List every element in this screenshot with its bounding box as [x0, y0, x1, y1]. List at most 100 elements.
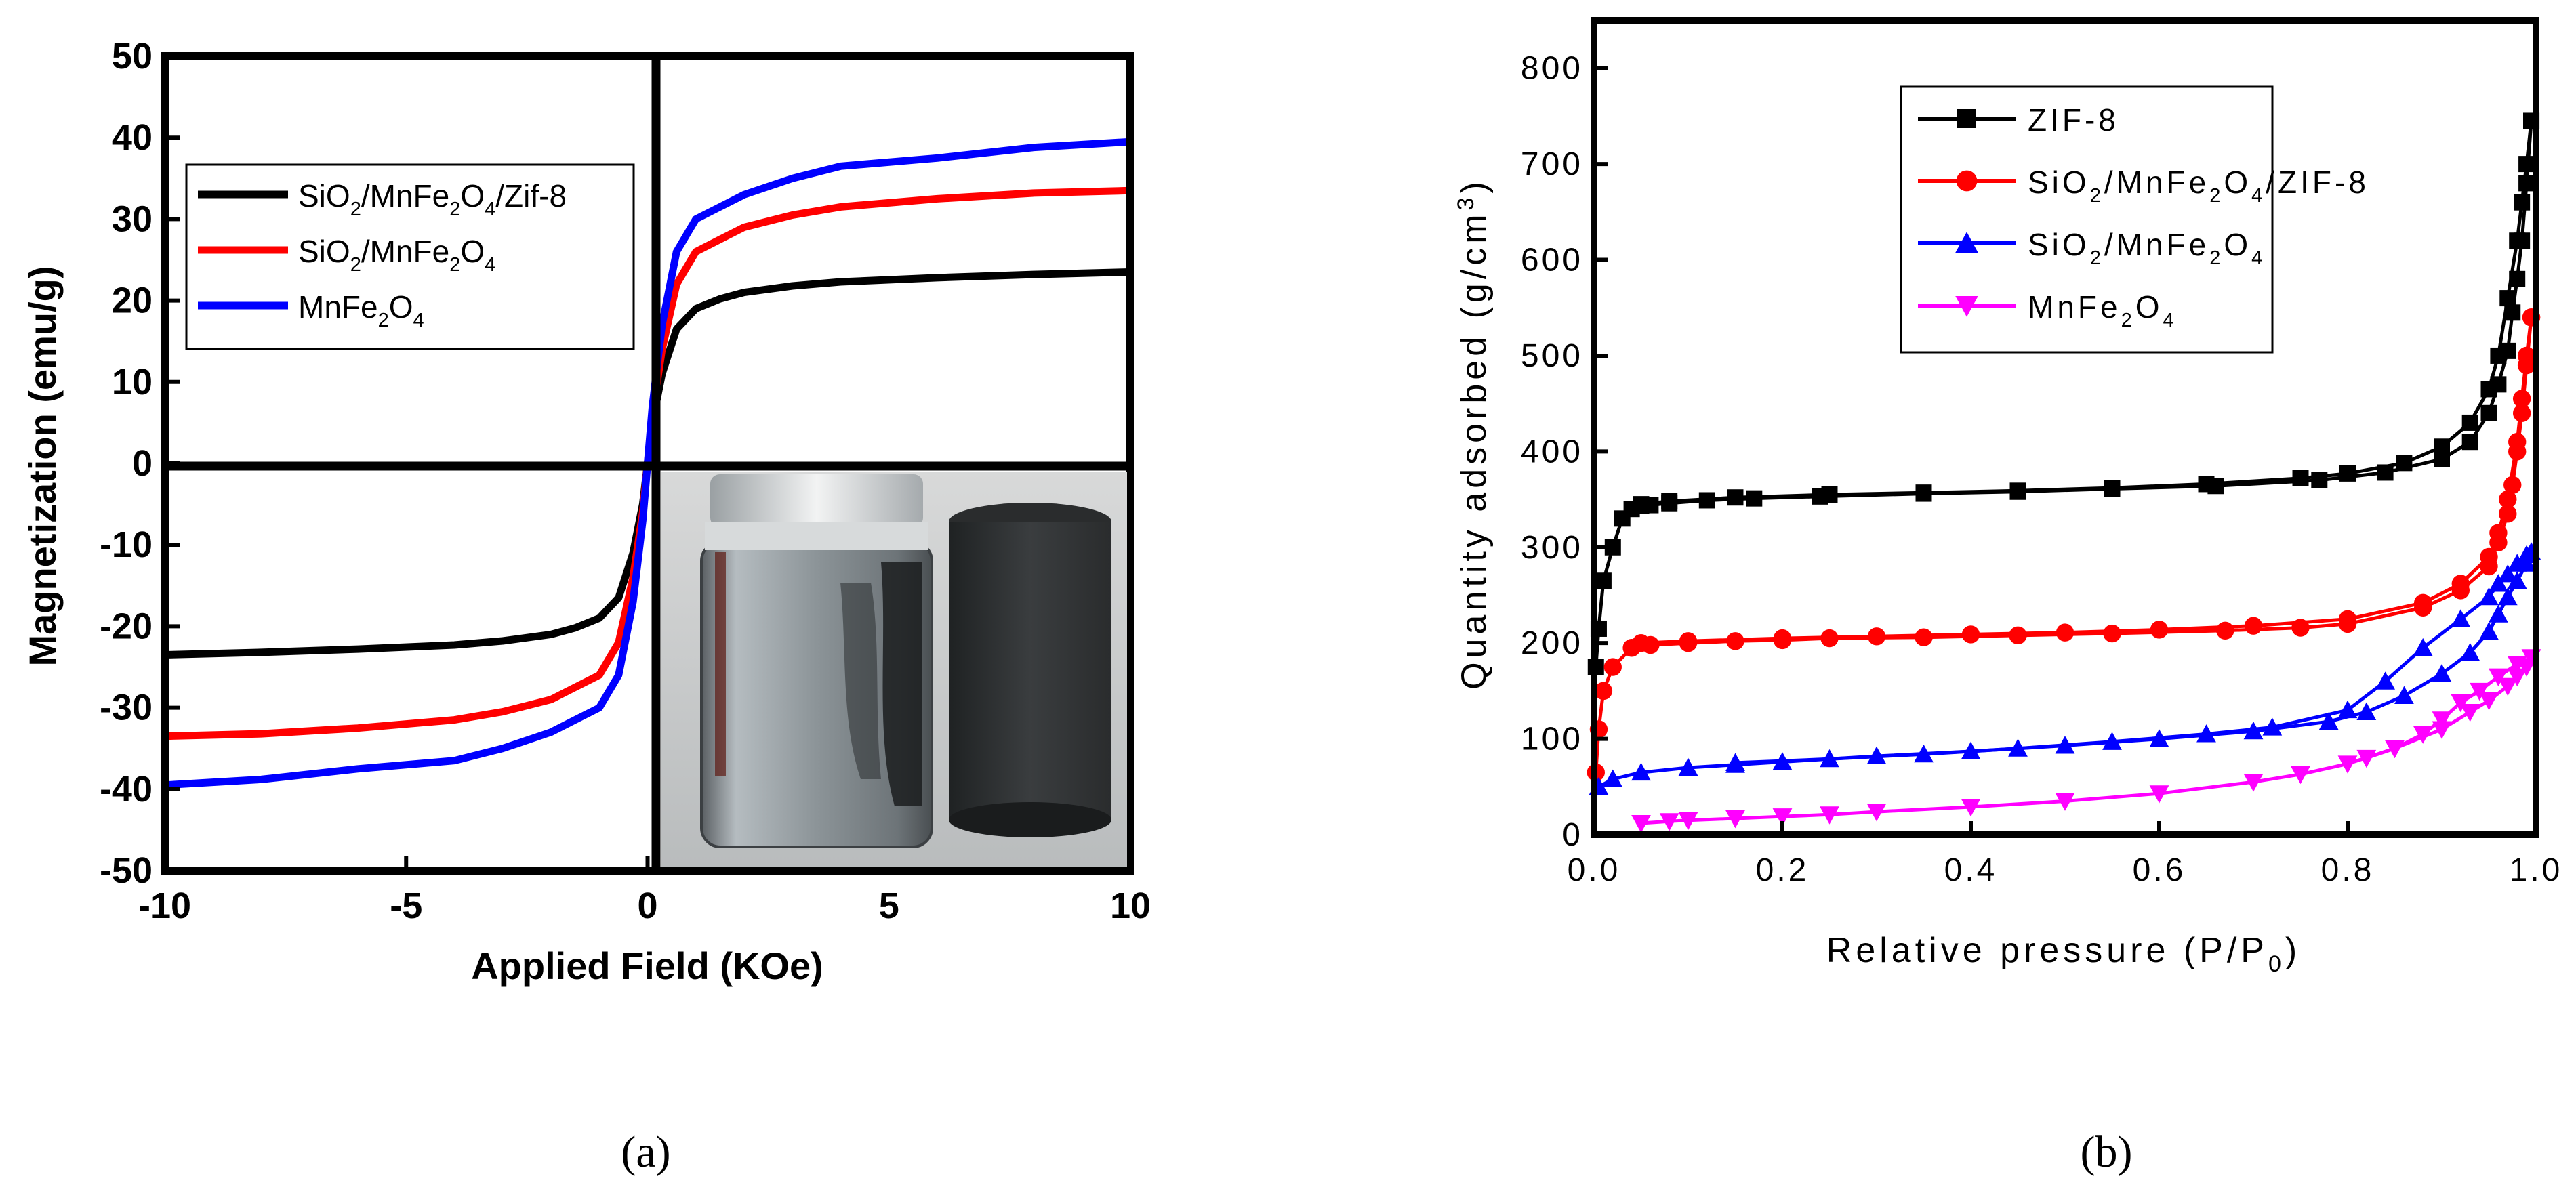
b-ytick-label: 300 [1521, 530, 1583, 566]
b-xtick-label: 0.2 [1756, 852, 1810, 888]
b-series-2-adsorption-point [1603, 769, 1623, 787]
a-ytick-label: 40 [112, 117, 152, 158]
b-legend-label-2-sub1: 2 [2090, 247, 2104, 269]
b-series-1-desorption-point [2338, 610, 2357, 629]
b-series-2-adsorption-point [2394, 686, 2414, 704]
a-ytick-label: 0 [132, 443, 152, 484]
b-legend-label-2: SiO2/MnFe2O4 [2028, 227, 2266, 269]
b-series-2-adsorption-line [1597, 551, 2533, 789]
a-xtick-label: 0 [637, 885, 657, 926]
b-series-2-desorption-point [2337, 700, 2358, 719]
b-series-3-desorption-point [2470, 682, 2489, 701]
b-series-1-desorption-point [2414, 593, 2432, 612]
b-series-3-adsorption-point [2507, 668, 2527, 687]
b-series-3-adsorption-point [1659, 813, 1679, 831]
a-ytick-label: -30 [100, 688, 152, 728]
b-series-2-desorption-point [2516, 545, 2537, 564]
b-ytick-label: 700 [1521, 146, 1583, 182]
b-ytick-label: 100 [1521, 722, 1583, 757]
b-series-2-desorption-point [1725, 753, 1745, 771]
b-series-3-desorption-point [2507, 656, 2527, 674]
b-series-2-adsorption-point [2460, 642, 2480, 661]
b-legend-label-1-sub2: 2 [2209, 185, 2224, 207]
b-series-3-desorption-point [2451, 694, 2471, 713]
a-legend-label-0-tail: /Zif-8 [495, 178, 567, 213]
b-series-1-adsorption-point [2216, 621, 2234, 640]
b-series-2-adsorption-point [2432, 664, 2452, 682]
b-xlabel-tail: ) [2285, 931, 2301, 970]
b-xtick-label: 0.4 [1944, 852, 1998, 888]
b-series-0-adsorption-point [1595, 572, 1612, 589]
b-series-0-desorption-point [2396, 455, 2413, 472]
b-series-3-adsorption-point [2497, 677, 2518, 696]
b-series-3-adsorption-point [2337, 755, 2358, 774]
b-series-1-desorption-point [1773, 629, 1792, 648]
jar-reflection [715, 552, 726, 776]
a-legend-label-0-mid1: /MnFe [361, 178, 449, 213]
b-series-2-adsorption-point [2479, 621, 2499, 640]
b-xtick-label: 0.6 [2133, 852, 2186, 888]
a-xtick-label: 5 [879, 885, 899, 926]
b-legend-swatch-marker-3 [1955, 296, 1978, 317]
b-tick-layer: 0.0 0.2 0.4 0.6 0.8 1.0 0 100 200 300 400 500 600 700… [1521, 51, 2560, 888]
a-xtick-label: -10 [138, 885, 191, 926]
b-legend-swatch-marker-2 [1955, 232, 1978, 253]
b-legend-label-2-mid1: /MnFe [2104, 227, 2209, 262]
b-series-1-adsorption-point [1603, 658, 1622, 676]
b-series-1-adsorption-point [1594, 682, 1613, 701]
a-legend-label-2-mid1: O [389, 289, 413, 325]
b-legend-label-3-sub2: 4 [2163, 310, 2178, 331]
b-ytick-label: 400 [1521, 434, 1583, 470]
b-xtick-label: 0.8 [2321, 852, 2375, 888]
b-series-2-adsorption-point [2507, 570, 2527, 589]
b-series-0-desorption-point [2198, 476, 2215, 493]
b-series-0-desorption-point [1661, 493, 1678, 509]
b-series-2-desorption-point [2507, 554, 2527, 572]
b-series-3-adsorption-line [1641, 656, 2533, 825]
panel-b-chart: 0.0 0.2 0.4 0.6 0.8 1.0 0 100 200 300 400 500 600 700… [1453, 17, 2560, 1177]
b-series-3-adsorption-point [1678, 812, 1698, 831]
b-series-3-adsorption-point [2291, 766, 2310, 785]
b-series-3-adsorption-point [2460, 703, 2480, 722]
a-ytick-label: -40 [100, 769, 152, 810]
b-series-1-desorption-point [1679, 632, 1698, 650]
b-series-layer [1587, 112, 2541, 833]
a-legend-label-1-mid2: O [460, 234, 485, 269]
b-series-2-desorption-point [2375, 671, 2395, 690]
b-series-0-adsorption-point [2480, 404, 2497, 421]
b-series-1-adsorption-point [2009, 626, 2027, 645]
a-legend-label-1-sub1: 2 [350, 254, 361, 276]
panel-b-label: (b) [2081, 1127, 2133, 1177]
b-series-0-desorption-point [2499, 290, 2516, 307]
a-legend-label-2: MnFe2O4 [298, 289, 424, 331]
particles-scatter [840, 583, 881, 779]
b-series-3-adsorption-point [1631, 815, 1651, 833]
a-y-axis-label: Magnetization (emu/g) [21, 266, 64, 666]
b-series-3-desorption-point [2432, 711, 2452, 730]
b-series-0-desorption-point [2292, 470, 2309, 486]
b-series-0-desorption-point [2490, 347, 2507, 364]
b-series-2-desorption-point [2008, 738, 2028, 757]
b-series-2-adsorption-point [2356, 702, 2377, 720]
b-series-2-desorption-point [2262, 717, 2283, 736]
b-ytick-label: 500 [1521, 338, 1583, 374]
b-series-3-desorption-point [2385, 740, 2405, 759]
a-legend-label-2-base: MnFe [298, 289, 378, 325]
b-legend-label-3-mid1: O [2135, 289, 2163, 325]
b-series-3-adsorption-point [1866, 804, 1887, 822]
b-series-3-adsorption-point [1725, 810, 1745, 829]
b-xlabel-main: Relative pressure (P/P [1826, 931, 2268, 970]
a-ytick-label: -50 [100, 850, 152, 891]
b-series-2-adsorption-point [1631, 762, 1651, 781]
b-series-2-desorption-point [1820, 749, 1839, 768]
b-legend-swatch-marker-1 [1956, 170, 1978, 192]
b-series-3-adsorption-point [2479, 692, 2499, 711]
b-legend-label-1-mid1: /MnFe [2104, 165, 2209, 200]
b-series-2-adsorption-point [1678, 757, 1698, 776]
b-ytick-label: 0 [1562, 817, 1583, 853]
b-series-0-desorption-point [1633, 496, 1650, 513]
b-series-2-desorption-point [2196, 724, 2216, 743]
